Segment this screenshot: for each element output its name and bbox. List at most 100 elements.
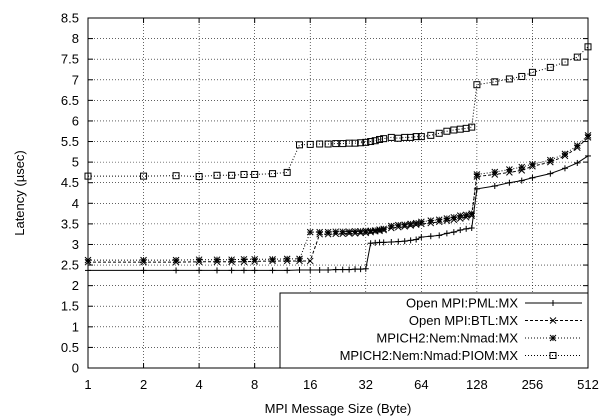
x-tick-label: 8 [251,377,258,392]
data-point [395,238,402,245]
data-point [491,78,499,86]
data-point [457,227,464,234]
legend-box [279,292,589,369]
data-point [339,228,347,236]
data-point [443,230,450,237]
series-line [88,155,589,271]
x-tick-label: 4 [195,377,202,392]
data-point [394,134,402,142]
legend-entry: Open MPI:BTL:MX [409,313,582,328]
data-point [462,211,470,219]
x-tick-label: 512 [577,377,599,392]
data-point [561,58,569,66]
data-point [240,255,248,263]
data-point [345,228,353,236]
data-point [316,228,324,236]
y-tick-label: 2.5 [61,258,79,273]
data-point [443,215,451,222]
y-tick-label: 4.5 [61,175,79,190]
data-point [307,267,314,273]
data-point [417,218,425,226]
data-point [357,139,365,147]
data-point [412,219,420,227]
data-point [306,140,314,148]
data-point [213,267,220,274]
data-point [357,266,364,273]
series-3 [84,131,592,264]
data-point [140,267,147,274]
legend-swatch-marker [549,352,557,359]
series-line [88,46,589,178]
data-point [473,171,481,178]
data-point [346,266,353,273]
series-line [88,134,589,261]
legend-entry: Open MPI:PML:MX [406,296,582,311]
data-point [546,156,554,164]
y-tick-label: 8 [72,31,79,46]
data-point [352,266,359,273]
data-point [413,236,420,243]
data-point [339,266,346,273]
x-tick-label: 16 [303,377,317,392]
data-point [506,179,513,186]
data-point [387,222,395,230]
legend-entry: MPICH2:Nem:Nmad:MX [376,331,582,346]
data-point [407,220,414,228]
legend-swatch-marker [550,300,556,306]
y-axis-title: Latency (µsec) [12,150,27,236]
data-point [450,213,458,221]
data-point [561,150,569,158]
data-point [573,142,581,150]
legend-label: MPICH2:Nem:Nmad:MX [376,331,518,346]
data-point [357,227,364,235]
data-point [332,140,340,148]
data-point [435,129,443,137]
data-point [468,123,476,131]
data-point [561,165,568,172]
x-axis-title: MPI Message Size (Byte) [265,401,412,416]
data-point [240,267,247,274]
data-point [332,266,339,273]
data-point [362,265,369,272]
data-point [251,170,259,178]
data-point [306,257,314,265]
data-point [376,226,383,234]
data-point [443,127,451,135]
data-point [427,217,435,224]
legend-label: Open MPI:BTL:MX [409,313,518,328]
series-layer [84,43,592,274]
data-point [195,173,203,181]
data-point [427,131,435,139]
data-point [388,239,395,245]
y-tick-label: 8.5 [61,11,79,26]
data-point [172,172,180,180]
data-point [269,170,277,178]
data-point [401,238,408,245]
data-point [296,255,303,263]
data-point [380,135,388,143]
y-tick-label: 5.5 [61,134,79,149]
series-2 [84,134,592,266]
data-point [173,267,180,274]
data-point [528,68,536,76]
data-point [450,229,457,236]
data-point [529,160,536,168]
data-point [468,225,475,231]
data-point [574,159,581,166]
y-tick-label: 3 [72,237,79,252]
data-point [316,140,324,148]
legend-swatch-marker [549,334,557,342]
data-point [140,172,148,180]
data-point [518,177,525,184]
data-point [362,138,370,146]
data-point [436,232,443,239]
data-point [573,53,581,61]
series-line [88,137,589,263]
data-point [417,133,425,141]
data-point [140,256,147,264]
data-point [518,163,526,171]
grid [88,18,588,368]
y-tick-label: 1 [72,319,79,334]
x-tick-label: 1 [84,377,91,392]
